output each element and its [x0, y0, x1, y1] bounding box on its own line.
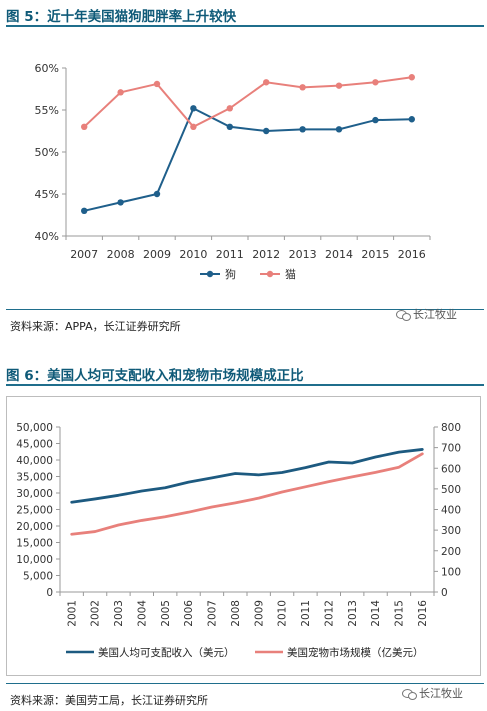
y-left-tick-label: 30,000 [16, 488, 53, 500]
y-left-tick-label: 50,000 [16, 422, 53, 434]
x-tick-label: 2006 [183, 600, 195, 627]
wechat-icon [396, 309, 411, 321]
figure1-title-rule [6, 25, 484, 27]
data-point-dog [372, 116, 379, 124]
y-left-tick-label: 20,000 [16, 521, 53, 533]
data-point-cat [263, 79, 270, 86]
y-tick-label: 45% [35, 188, 59, 201]
x-tick-label: 2015 [394, 600, 406, 627]
figure1-title: 图 5：近十年美国猫狗肥胖率上升较快 [6, 9, 237, 25]
x-tick-label: 2011 [216, 248, 244, 261]
figure2-source: 资料来源：美国劳工局，长江证券研究所 [10, 694, 208, 707]
x-tick-label: 2013 [289, 248, 317, 261]
y-right-tick-label: 500 [441, 484, 461, 496]
y-right-tick-label: 0 [441, 587, 448, 599]
x-tick-label: 2007 [70, 248, 98, 261]
x-tick-label: 2010 [277, 600, 289, 627]
data-point-dog [299, 126, 306, 133]
data-point-cat [299, 84, 306, 91]
legend-marker [266, 270, 274, 278]
wechat-icon [402, 688, 417, 700]
y-left-tick-label: 40,000 [16, 455, 53, 467]
x-tick-label: 2004 [136, 600, 148, 627]
y-right-tick-label: 400 [441, 505, 461, 517]
data-point-dog [226, 123, 233, 130]
data-point-dog [335, 126, 343, 133]
figure2-source-rule [6, 683, 484, 684]
y-right-tick-label: 300 [441, 525, 461, 537]
y-left-tick-label: 0 [46, 587, 53, 599]
x-tick-label: 2011 [300, 600, 312, 627]
figure1-source: 资料来源：APPA，长江证券研究所 [10, 320, 181, 333]
watermark-1: 长江牧业 [396, 306, 457, 322]
data-point-dog [81, 207, 88, 214]
series-line-income [70, 448, 424, 504]
y-right-tick-label: 200 [441, 546, 461, 558]
series-line-cat [83, 76, 412, 129]
data-point-dog [153, 190, 161, 198]
x-tick-label: 2009 [253, 600, 265, 627]
chart2: 0 5,000 10,000 15,000 20,000 25,000 30,000 35,0… [16, 422, 461, 659]
y-tick-label: 60% [35, 62, 59, 75]
figure2-title: 图 6：美国人均可支配收入和宠物市场规模成正比 [6, 368, 304, 384]
watermark-2: 长江牧业 [402, 685, 463, 701]
chart2-frame [6, 396, 481, 676]
data-point-dog [263, 127, 270, 135]
data-point-cat [153, 80, 161, 88]
legend-label: 美国人均可支配收入（美元） [98, 646, 235, 659]
x-tick-label: 2001 [66, 600, 78, 627]
y-tick-label: 55% [35, 104, 59, 117]
x-tick-label: 2009 [143, 248, 171, 261]
x-tick-label: 2014 [325, 248, 353, 261]
legend-label: 猫 [285, 268, 296, 281]
x-tick-label: 2016 [417, 600, 429, 627]
data-point-cat [408, 74, 415, 81]
y-tick-label: 50% [35, 146, 59, 159]
data-point-cat [190, 123, 197, 130]
y-left-tick-label: 45,000 [16, 439, 53, 451]
data-point-dog [190, 105, 197, 112]
series-line-dog [83, 106, 412, 212]
y-right-tick-label: 600 [441, 463, 461, 475]
figure1-source-rule [6, 309, 484, 310]
y-left-tick-label: 5,000 [23, 571, 53, 583]
data-point-cat [226, 105, 233, 112]
data-point-cat [335, 82, 343, 89]
y-right-tick-label: 800 [441, 422, 461, 434]
x-tick-label: 2005 [160, 600, 172, 627]
x-tick-label: 2014 [370, 600, 382, 627]
watermark-text: 长江牧业 [413, 308, 457, 321]
x-tick-label: 2008 [107, 248, 135, 261]
y-left-tick-label: 35,000 [16, 472, 53, 484]
x-tick-label: 2015 [361, 248, 389, 261]
chart1: 40% 45% 50% 55% 60% 2007 2008 2009 2010 2011 2012 2… [35, 62, 431, 281]
x-tick-label: 2016 [398, 248, 426, 261]
x-tick-label: 2013 [347, 600, 359, 627]
legend-label: 狗 [225, 268, 236, 281]
x-tick-label: 2007 [207, 600, 219, 627]
y-right-tick-label: 100 [441, 566, 461, 578]
figure2-title-rule [6, 384, 484, 386]
x-tick-label: 2012 [323, 600, 335, 627]
x-tick-label: 2010 [179, 248, 207, 261]
x-tick-label: 2003 [113, 600, 125, 627]
data-point-cat [372, 79, 379, 86]
legend-label: 美国宠物市场规模（亿美元） [287, 646, 424, 659]
x-tick-label: 2008 [230, 600, 242, 627]
data-point-dog [117, 199, 124, 206]
data-point-cat [81, 123, 88, 130]
data-point-cat [117, 89, 124, 96]
x-tick-label: 2002 [90, 600, 102, 627]
watermark-text: 长江牧业 [419, 687, 463, 700]
legend-marker [206, 270, 214, 278]
y-tick-label: 40% [35, 230, 59, 243]
data-point-dog [408, 116, 415, 123]
y-left-tick-label: 15,000 [16, 538, 53, 550]
y-left-tick-label: 10,000 [16, 554, 53, 566]
y-left-tick-label: 25,000 [16, 505, 53, 517]
series-line-pet-market [70, 452, 424, 536]
x-tick-label: 2012 [252, 248, 280, 261]
y-right-tick-label: 700 [441, 443, 461, 455]
